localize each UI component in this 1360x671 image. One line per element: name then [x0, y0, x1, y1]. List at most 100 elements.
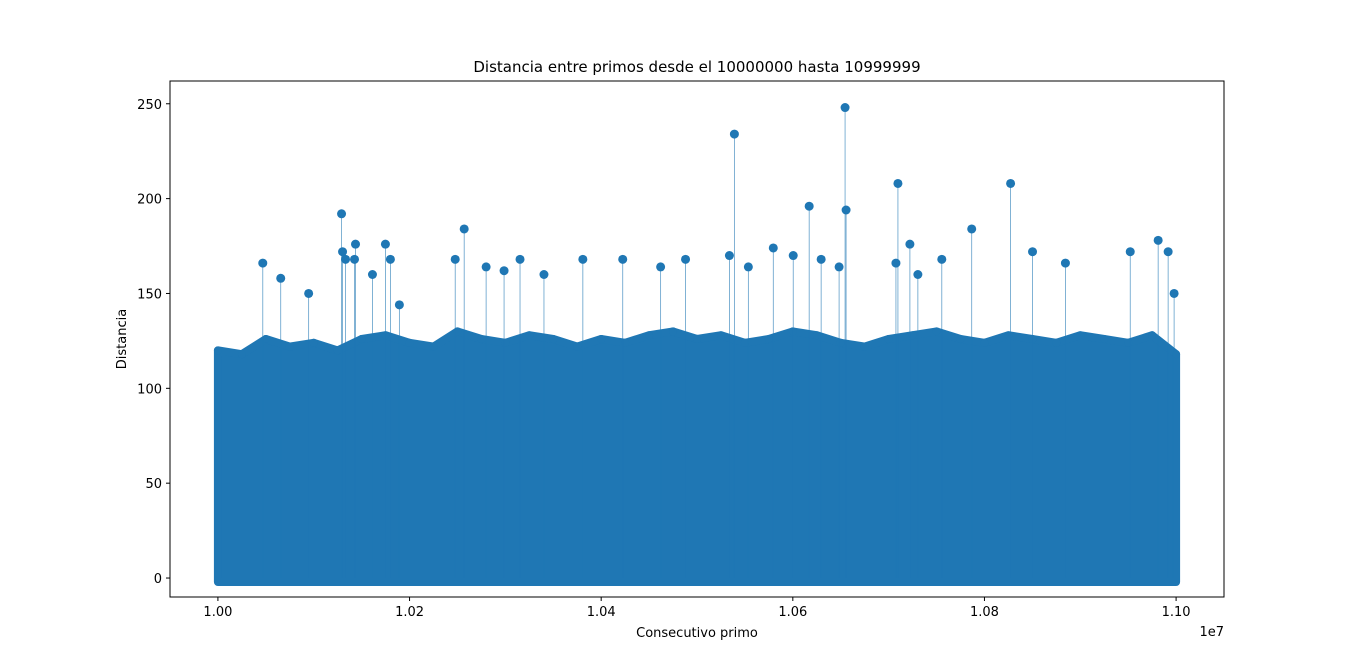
marker [937, 254, 947, 264]
marker [367, 270, 377, 279]
marker [539, 270, 549, 279]
marker [816, 254, 826, 264]
x-axis-label: Consecutivo primo [636, 626, 758, 641]
marker [1076, 331, 1085, 340]
marker [237, 350, 246, 359]
marker [385, 254, 395, 264]
marker [350, 254, 360, 264]
marker [1125, 247, 1135, 257]
marker [261, 335, 270, 343]
marker [1124, 338, 1133, 347]
marker [450, 254, 460, 264]
marker [351, 239, 361, 249]
marker [891, 258, 901, 268]
marker [932, 327, 941, 336]
marker [337, 209, 347, 219]
y-tick-label: 50 [145, 477, 162, 492]
marker [743, 262, 753, 272]
marker [1100, 335, 1109, 343]
plot-frame [169, 80, 1225, 598]
marker [213, 346, 222, 355]
marker [477, 335, 486, 343]
marker [804, 201, 814, 211]
marker [618, 254, 628, 264]
marker [573, 342, 582, 351]
marker [1060, 258, 1070, 268]
marker [656, 262, 666, 272]
marker [1004, 331, 1013, 340]
marker [1163, 247, 1173, 257]
marker [716, 331, 725, 340]
x-tick-label: 1.10 [1162, 605, 1191, 620]
marker [394, 300, 404, 310]
marker [1052, 338, 1061, 347]
marker [729, 129, 739, 139]
marker [956, 335, 965, 343]
dense-area [213, 327, 1181, 587]
marker [258, 258, 268, 268]
marker [669, 327, 678, 336]
marker [525, 331, 534, 340]
marker [1153, 235, 1163, 245]
y-axis-label: Distancia [115, 309, 130, 369]
y-tick-label: 0 [154, 572, 162, 587]
marker [549, 335, 558, 343]
marker [841, 205, 851, 215]
marker [597, 335, 606, 343]
marker [980, 338, 989, 347]
marker [967, 224, 977, 234]
marker [812, 331, 821, 340]
chart-title: Distancia entre primos desde el 10000000… [473, 58, 920, 76]
marker [645, 331, 654, 340]
marker [1172, 350, 1181, 359]
marker [860, 342, 869, 351]
marker [276, 273, 286, 283]
marker [304, 288, 314, 298]
marker [768, 243, 778, 253]
marker [1006, 178, 1016, 188]
marker [693, 335, 701, 343]
x-tick-label: 1.04 [587, 605, 616, 620]
marker [908, 331, 917, 340]
marker [341, 254, 351, 264]
marker [724, 251, 734, 261]
marker [501, 338, 510, 347]
x-tick-label: 1.02 [395, 605, 424, 620]
marker [405, 338, 414, 347]
marker [285, 342, 294, 351]
marker [764, 335, 773, 343]
marker [913, 270, 923, 279]
marker [1169, 288, 1179, 298]
marker [459, 224, 469, 234]
y-tick-label: 200 [137, 193, 162, 208]
marker [1028, 247, 1038, 257]
x-offset-label: 1e7 [1199, 625, 1224, 640]
marker [681, 254, 691, 264]
marker [740, 338, 749, 347]
marker [1148, 331, 1157, 340]
marker [453, 327, 462, 336]
marker [338, 247, 348, 257]
marker [788, 251, 798, 261]
marker [834, 262, 844, 272]
x-tick-label: 1.00 [203, 605, 232, 620]
marker [357, 335, 366, 343]
y-tick-label: 100 [137, 382, 162, 397]
marker [840, 103, 850, 113]
y-tick-label: 250 [137, 98, 162, 113]
marker [481, 262, 491, 272]
x-tick-label: 1.08 [970, 605, 999, 620]
y-tick-label: 150 [137, 287, 162, 302]
x-tick-label: 1.06 [778, 605, 807, 620]
marker [884, 335, 893, 343]
marker [905, 239, 915, 249]
marker [499, 266, 509, 276]
marker [893, 178, 903, 188]
marker [333, 346, 342, 355]
marker [309, 338, 318, 347]
marker [836, 338, 845, 347]
marker [515, 254, 525, 264]
marker [380, 239, 390, 249]
marker [788, 327, 797, 336]
